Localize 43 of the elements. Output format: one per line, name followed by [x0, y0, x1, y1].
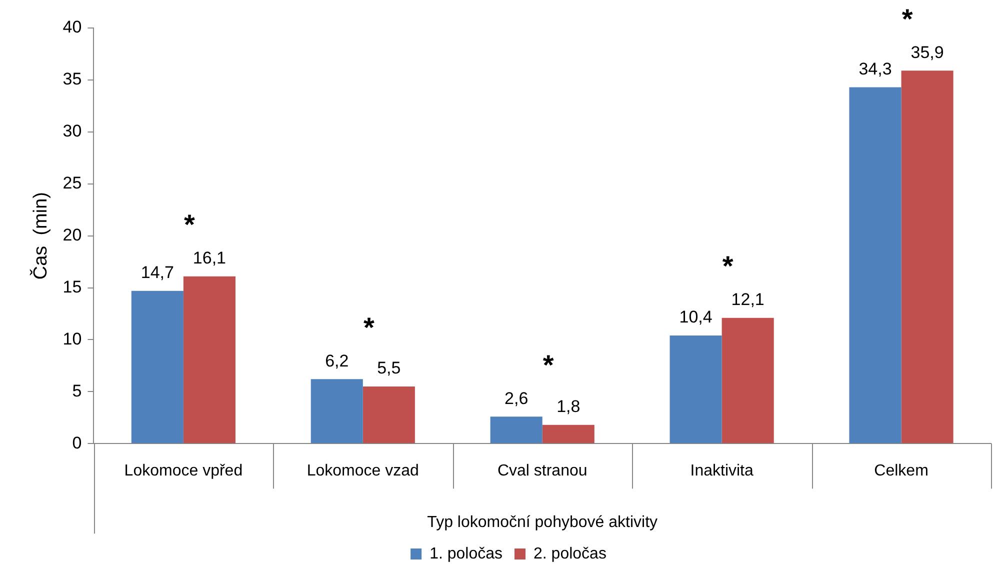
y-tick-label: 40	[62, 18, 82, 37]
y-tick-label: 0	[72, 433, 82, 452]
x-axis-title: Typ lokomoční pohybové aktivity	[427, 514, 658, 531]
bar	[722, 318, 774, 444]
x-tick-label: Inaktivita	[690, 462, 754, 480]
bar	[183, 276, 236, 444]
y-tick-label: 15	[62, 277, 82, 296]
data-label: 10,4	[679, 308, 712, 327]
y-tick-label: 35	[62, 70, 82, 89]
annotation: *	[363, 312, 374, 343]
bar	[310, 379, 363, 444]
annotation: *	[542, 349, 554, 380]
bar	[490, 416, 542, 444]
bar	[901, 70, 954, 444]
x-tick-label: Lokomoce vpřed	[124, 462, 243, 480]
legend-label: 2. poločas	[534, 545, 606, 562]
data-label: 5,5	[377, 358, 401, 378]
y-tick-label: 5	[72, 381, 82, 400]
annotation: *	[184, 209, 195, 240]
data-label: 12,1	[731, 290, 764, 310]
y-axis-title: Čas (min)	[30, 192, 52, 280]
y-tick-label: 20	[62, 225, 82, 244]
data-label: 1,8	[556, 397, 580, 416]
y-tick-label: 30	[62, 122, 82, 141]
y-tick-label: 25	[62, 174, 82, 193]
bar	[362, 386, 415, 444]
data-label: 35,9	[910, 42, 944, 62]
legend-label: 1. poločas	[430, 545, 502, 562]
x-tick-label: Celkem	[874, 462, 928, 480]
data-label: 16,1	[192, 248, 226, 268]
y-tick-label: 10	[62, 329, 82, 348]
data-label: 2,6	[504, 388, 528, 408]
data-label: 6,2	[325, 351, 349, 370]
bar	[131, 290, 184, 444]
annotation: *	[722, 250, 734, 282]
bar	[542, 424, 594, 444]
annotation: *	[902, 3, 913, 34]
data-label: 14,7	[140, 263, 174, 282]
x-tick-label: Lokomoce vzad	[306, 462, 419, 480]
bar	[849, 87, 902, 444]
x-tick-label: Cval stranou	[497, 462, 588, 480]
data-label: 34,3	[858, 59, 892, 78]
bar	[670, 336, 722, 444]
